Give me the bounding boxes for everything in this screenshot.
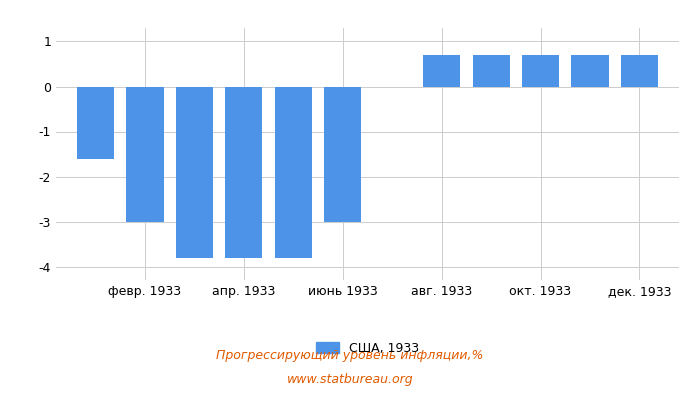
- Legend: США, 1933: США, 1933: [316, 342, 419, 355]
- Bar: [423, 55, 460, 86]
- Bar: [571, 55, 608, 86]
- Bar: [473, 55, 510, 86]
- Bar: [225, 86, 262, 258]
- Bar: [522, 55, 559, 86]
- Bar: [127, 86, 164, 222]
- Text: www.statbureau.org: www.statbureau.org: [287, 374, 413, 386]
- Bar: [176, 86, 213, 258]
- Bar: [77, 86, 114, 158]
- Bar: [324, 86, 361, 222]
- Text: Прогрессирующий уровень инфляции,%: Прогрессирующий уровень инфляции,%: [216, 350, 484, 362]
- Bar: [275, 86, 312, 258]
- Bar: [621, 55, 658, 86]
